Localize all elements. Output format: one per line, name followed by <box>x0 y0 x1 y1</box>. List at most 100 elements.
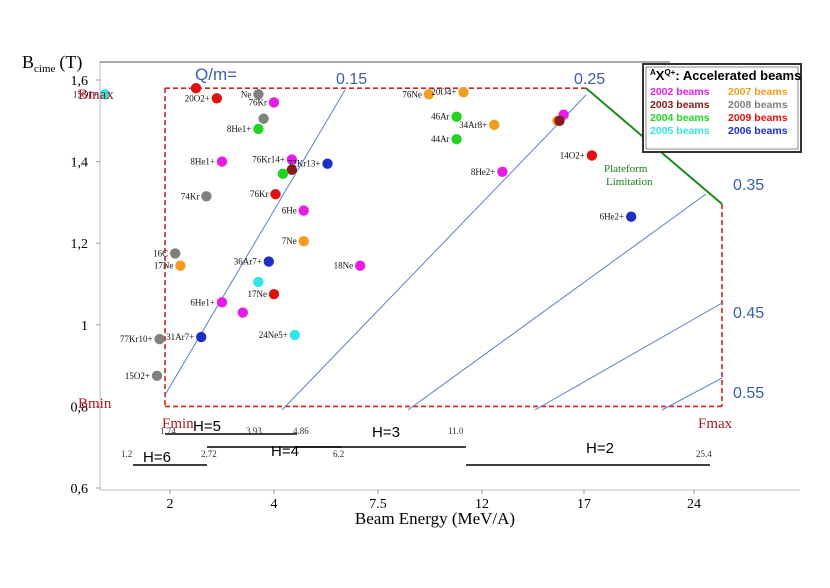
point-label: 16C <box>153 248 168 258</box>
data-point <box>237 307 248 318</box>
point-label: 76Kr <box>249 97 268 107</box>
point-label: 34Ar8+ <box>459 120 487 130</box>
data-point <box>625 211 637 222</box>
y-tick-label: 1 <box>81 319 88 334</box>
harmonic-tick-label: 1.2 <box>121 449 132 459</box>
data-points <box>99 82 637 381</box>
qm-lines: 0.15 0.25 0.35 0.45 0.55 <box>164 71 764 411</box>
data-point <box>298 205 309 216</box>
x-tick-label: 24 <box>687 497 701 512</box>
point-label: 15O1+ <box>73 89 98 99</box>
harmonic-tick-label: 11.0 <box>448 426 464 436</box>
legend-entry: 2008 beams <box>728 99 788 111</box>
legend-box <box>642 63 802 153</box>
bmin-label: Bmin <box>78 396 112 412</box>
qm-value-label: 0.25 <box>574 71 605 88</box>
y-axis-label: Bcime (T) <box>22 52 82 75</box>
data-point <box>99 89 111 100</box>
qm-value-label: 0.45 <box>733 305 764 322</box>
data-point <box>190 82 202 94</box>
point-label: 7Ne <box>282 236 297 246</box>
data-point <box>175 260 186 271</box>
legend-title: AXQ+: Accelerated beams <box>650 68 801 83</box>
harmonic-tick-label: 1.74 <box>160 426 176 436</box>
data-point <box>170 248 181 259</box>
harmonic-tick-label: 6.2 <box>333 449 344 459</box>
point-label: 20O4+ <box>431 87 456 97</box>
legend: AXQ+: Accelerated beams 2002 beams 2007 b… <box>642 63 802 153</box>
x-tick-label: 4 <box>271 497 278 512</box>
data-point <box>298 235 309 247</box>
point-label: 76Kr14+ <box>252 155 285 165</box>
data-point <box>277 168 289 180</box>
harmonic-label: H=5 <box>193 418 221 435</box>
point-label: 17Ne <box>154 261 174 271</box>
point-label: 8He1+ <box>190 157 215 167</box>
point-label: 8He2+ <box>471 167 496 177</box>
data-point <box>458 87 469 98</box>
point-label: 6He <box>282 206 297 216</box>
platform-label-1: Plateform <box>604 163 648 175</box>
y-tick-label: 0,6 <box>71 482 89 497</box>
bmax-label: Bmax <box>78 87 114 103</box>
legend-inner-box <box>645 66 799 150</box>
fmax-label: Fmax <box>698 416 733 432</box>
x-tick-label: 12 <box>475 497 489 512</box>
data-point <box>451 111 462 122</box>
x-axis-label: Beam Energy (MeV/A) <box>355 509 515 528</box>
legend-entries: 2002 beams 2007 beams 2003 beams 2008 beams… <box>650 86 788 137</box>
data-point <box>258 113 269 124</box>
y-ticks: 0,6 0,8 1 1,2 1,4 1,6 <box>71 61 670 497</box>
legend-entry: 2003 beams <box>650 99 710 111</box>
legend-entry: 2009 beams <box>728 112 788 124</box>
data-point <box>270 189 281 200</box>
qm-label: Q/m= <box>195 65 237 84</box>
data-point <box>586 150 598 161</box>
point-label: 31Ar7+ <box>166 332 194 342</box>
point-label: 76Kr <box>250 189 269 199</box>
data-point <box>554 115 565 127</box>
legend-entry: 2002 beams <box>650 86 710 98</box>
legend-entry: 2005 beams <box>650 125 710 137</box>
data-point <box>216 156 228 167</box>
point-label: 36Ar7+ <box>234 257 262 267</box>
point-label: 6He1+ <box>190 297 215 307</box>
data-point <box>211 93 222 104</box>
data-point <box>354 260 366 271</box>
point-label: 17Ne <box>248 289 268 299</box>
qm-value-label: 0.35 <box>733 177 764 194</box>
data-point <box>423 89 435 100</box>
y-tick-label: 1,4 <box>71 156 89 171</box>
harmonic-bars: H=5 H=4 H=3 H=6 H=2 1.74 3.93 4.86 11.0 1.2 2.72 6.… <box>121 418 712 466</box>
data-point <box>151 370 163 381</box>
y-tick-label: 1,6 <box>71 74 89 89</box>
point-label: Ne <box>241 89 252 99</box>
harmonic-tick-label: 25.4 <box>696 449 712 459</box>
data-point <box>268 97 280 108</box>
data-point <box>154 333 165 345</box>
data-point <box>497 166 508 177</box>
x-tick-label: 17 <box>577 497 591 512</box>
harmonic-label: H=4 <box>271 443 299 460</box>
data-point <box>253 123 264 135</box>
point-label: 18Ne <box>334 261 354 271</box>
data-point <box>286 164 298 175</box>
point-label: 14O2+ <box>560 150 585 160</box>
point-label: 77Kr10+ <box>120 334 153 344</box>
harmonic-label: H=3 <box>372 424 400 441</box>
data-point <box>201 191 212 202</box>
data-point <box>289 329 300 341</box>
harmonic-tick-label: 3.93 <box>246 426 262 436</box>
qm-line <box>407 193 707 411</box>
legend-entry: 2004 beams <box>650 112 710 124</box>
data-point <box>286 154 298 165</box>
point-label: 8He1+ <box>227 124 252 134</box>
data-point <box>196 331 207 343</box>
x-tick-label: 7.5 <box>369 497 387 512</box>
harmonic-label: H=2 <box>586 440 614 457</box>
data-point <box>253 89 264 100</box>
point-label: 74Kr <box>181 191 200 201</box>
data-point <box>489 119 500 131</box>
legend-entry: 2006 beams <box>728 125 788 137</box>
